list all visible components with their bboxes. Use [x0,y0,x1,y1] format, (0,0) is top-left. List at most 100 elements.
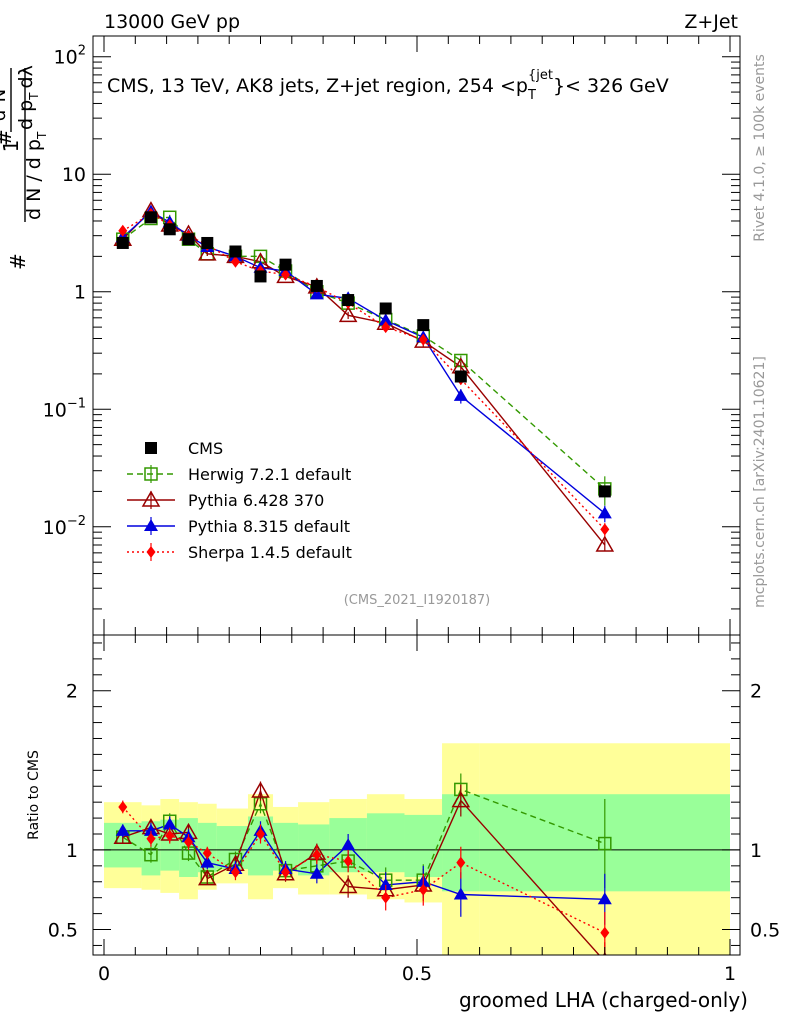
main-point-series-1-4 [197,244,217,261]
ylabel-dpdl: d pTdλ [15,65,41,130]
main-point-cms-4 [201,236,214,249]
legend-marker-1 [144,467,158,481]
ratio-point-series-1-4 [197,869,217,886]
main-y-tick-label-4: 102 [54,44,86,69]
main-point-series-3-0 [118,224,128,237]
legend-marker-0 [145,442,157,454]
chart-title-pre: CMS, 13 TeV, AK8 jets, Z+jet region, 254… [107,75,528,97]
main-point-series-1-9 [338,305,358,323]
ratio-point-series-2-2 [162,817,177,830]
ratio-point-series-1-12 [451,791,471,808]
ratio-series-group [113,773,612,955]
ratio-y-tick-label-right-1: 1 [750,840,762,862]
x-tick-label-0: 0 [98,963,110,985]
main-point-cms-2 [163,223,176,236]
y-axis-label: # 1 d N / d pT # d²N d pTdλ [0,65,49,270]
ratio-point-series-2-13 [597,892,612,905]
ratio-point-series-2-9 [341,838,356,851]
ratio-point-series-3-12 [456,856,466,869]
main-point-cms-7 [279,258,292,271]
ratio-point-series-3-4 [202,847,212,860]
main-point-cms-1 [144,211,157,224]
legend-marker-4 [146,546,156,558]
ratio-point-series-2-4 [200,855,215,868]
header-collision: 13000 GeV pp [104,11,240,33]
main-y-tick-label-1: 10−1 [43,396,86,421]
ratio-point-series-3-10 [381,891,391,904]
ratio-point-series-3-13 [600,926,610,939]
main-point-cms-5 [229,245,242,258]
main-point-cms-0 [116,236,129,249]
ratio-y-tick-label-2: 2 [66,681,78,703]
chart-title: CMS, 13 TeV, AK8 jets, Z+jet region, 254… [107,68,669,103]
ratio-point-series-2-1 [143,823,158,836]
ratio-point-series-1-0 [113,827,133,844]
main-point-cms-3 [182,233,195,246]
legend-label-2: Pythia 6.428 370 [188,491,324,510]
ratio-point-series-1-9 [338,877,358,894]
ratio-point-series-2-0 [115,823,130,836]
main-point-series-2-13 [597,506,612,519]
ratio-y-tick-label-0: 0.5 [48,920,78,942]
ratio-point-series-3-9 [343,855,353,868]
main-point-cms-8 [310,279,323,292]
chart-title-post: }< 326 GeV [553,75,669,97]
main-point-series-3-7 [281,268,291,281]
ratio-point-series-3-8 [312,848,322,861]
ratio-point-series-3-0 [118,800,128,813]
header-process: Z+Jet [684,11,738,33]
main-point-series-2-10 [378,313,393,326]
rivet-label: Rivet 4.1.0, ≥ 100k events [752,54,768,242]
main-point-cms-9 [342,294,355,307]
main-point-series-2-12 [453,388,468,401]
main-point-series-1-13 [595,535,615,552]
ratio-point-series-3-3 [184,835,194,848]
legend: CMS Herwig 7.2.1 default Pythia 6.428 370 P… [127,439,352,562]
main-y-tick-label-2: 1 [74,282,86,304]
main-point-cms-10 [379,302,392,315]
main-y-tick-label-3: 10 [62,164,86,186]
legend-label-0: CMS [188,439,223,458]
main-point-series-3-13 [600,523,610,536]
main-point-cms-13 [598,485,611,498]
ylabel-hash-1: # [6,253,30,270]
ratio-point-series-2-10 [378,877,393,890]
ratio-panel: 0.5 0.5 1 1 2 2 0 0.5 1 [48,634,780,985]
main-point-cms-6 [254,270,267,283]
ylabel-d2n: d²N [0,89,10,121]
ratio-y-tick-label-right-2: 2 [750,681,762,703]
ratio-axis-label: Ratio to CMS [26,750,42,840]
main-point-cms-11 [417,319,430,332]
ratio-point-series-0-1 [144,847,158,862]
ratio-point-series-3-6 [256,828,265,841]
main-point-series-3-10 [381,321,391,334]
legend-label-1: Herwig 7.2.1 default [188,465,351,484]
main-panel: 10−2 10−1 1 10 102 [43,35,741,636]
ratio-point-series-3-1 [146,832,156,845]
main-y-tick-label-0: 10−2 [43,514,86,539]
chart-title-sup: {jet [528,68,553,83]
legend-marker-2 [141,490,161,507]
main-point-series-2-8 [309,287,324,300]
chart-title-sub: T [527,88,536,103]
ratio-point-series-3-11 [418,883,428,896]
legend-label-3: Pythia 8.315 default [188,517,350,536]
legend-marker-3 [144,519,158,531]
ratio-y-tick-label-1: 1 [66,840,78,862]
legend-label-4: Sherpa 1.4.5 default [188,543,352,562]
ratio-y-tick-label-right-0: 0.5 [750,920,780,942]
analysis-id: (CMS_2021_I1920187) [344,593,491,608]
ratio-point-series-3-5 [230,866,240,879]
ylabel-dn: d N / d pT [23,131,49,220]
ylabel-one: 1 [0,140,23,153]
mcplots-label: mcplots.cern.ch [arXiv:2401.10621] [752,356,768,608]
ylabel-hash-2: # [0,129,16,146]
ratio-point-series-1-6 [251,781,270,798]
ratio-point-series-3-7 [281,866,291,879]
ratio-point-series-2-8 [309,866,324,879]
x-axis-label: groomed LHA (charged-only) [459,988,748,1012]
ratio-point-series-2-12 [453,887,468,900]
ratio-point-series-3-2 [165,829,175,842]
main-point-cms-12 [454,370,467,383]
